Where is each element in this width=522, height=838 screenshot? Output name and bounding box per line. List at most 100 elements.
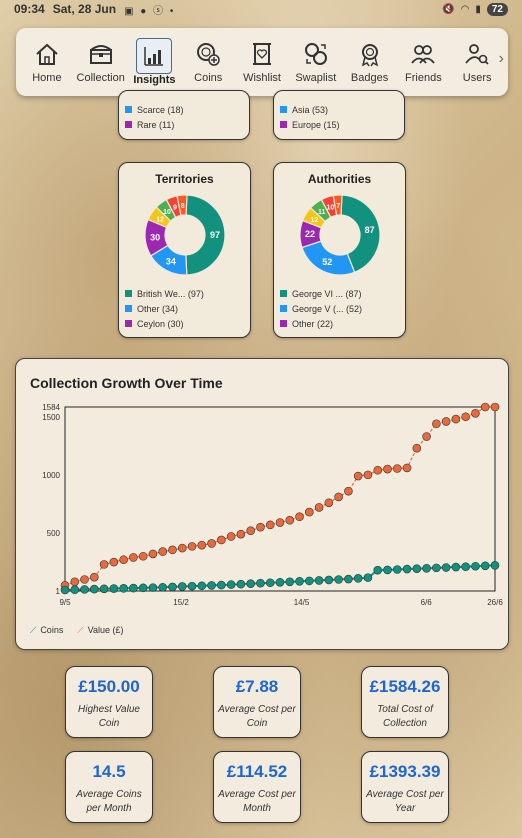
data-point[interactable]	[314, 576, 324, 585]
data-point[interactable]	[246, 579, 255, 588]
donut-slice[interactable]	[332, 194, 343, 216]
data-point[interactable]	[226, 532, 236, 541]
data-point[interactable]	[324, 575, 334, 585]
data-point[interactable]	[344, 486, 353, 496]
data-point[interactable]	[177, 582, 187, 591]
data-point[interactable]	[197, 540, 207, 550]
data-point[interactable]	[256, 578, 265, 588]
data-point[interactable]	[246, 526, 255, 535]
data-point[interactable]	[207, 581, 216, 590]
nav-collection[interactable]: Collection	[74, 32, 128, 92]
data-point[interactable]	[305, 507, 314, 517]
nav-friends[interactable]: Friends	[396, 32, 450, 92]
data-point[interactable]	[334, 575, 343, 584]
data-point[interactable]	[90, 572, 99, 582]
data-point[interactable]	[363, 470, 373, 480]
nav-swaplist[interactable]: Swaplist	[289, 32, 343, 92]
data-point[interactable]	[295, 577, 304, 586]
data-point[interactable]	[226, 580, 236, 589]
authorities-card[interactable]: Authorities 87 52 22 12 11 10 7 George VI ... …	[273, 162, 406, 338]
data-point[interactable]	[314, 503, 324, 512]
data-point[interactable]	[129, 553, 138, 562]
data-point[interactable]	[461, 562, 470, 572]
data-point[interactable]	[217, 535, 226, 545]
data-point[interactable]	[148, 583, 158, 592]
nav-insights[interactable]: Insights	[128, 32, 182, 92]
data-point[interactable]	[471, 408, 480, 418]
data-point[interactable]	[480, 402, 490, 412]
data-point[interactable]	[217, 580, 226, 590]
data-point[interactable]	[138, 583, 148, 593]
territories-card[interactable]: Territories 97 34 30 12 10 9 8 British We... (…	[118, 162, 251, 338]
data-point[interactable]	[402, 463, 412, 473]
data-point[interactable]	[197, 581, 207, 591]
data-point[interactable]	[422, 564, 431, 573]
data-point[interactable]	[90, 584, 99, 594]
legend-item-value[interactable]: ⟋ Value (£)	[77, 625, 124, 635]
data-point[interactable]	[392, 565, 402, 574]
data-point[interactable]	[432, 419, 441, 429]
data-point[interactable]	[412, 564, 422, 573]
data-point[interactable]	[490, 561, 500, 570]
data-point[interactable]	[256, 522, 265, 532]
data-point[interactable]	[451, 562, 461, 572]
data-point[interactable]	[70, 577, 80, 587]
legend-item-coins[interactable]: ⟋ Coins	[30, 625, 64, 635]
data-point[interactable]	[402, 564, 412, 574]
data-point[interactable]	[158, 547, 168, 556]
data-point[interactable]	[295, 512, 304, 522]
chevron-right-icon[interactable]: ›	[498, 50, 504, 67]
data-point[interactable]	[148, 549, 158, 559]
data-point[interactable]	[412, 443, 422, 453]
data-point[interactable]	[119, 555, 128, 565]
donut-slice[interactable]	[340, 194, 381, 274]
data-point[interactable]	[480, 561, 490, 571]
data-point[interactable]	[275, 577, 285, 587]
data-point[interactable]	[373, 565, 383, 575]
data-point[interactable]	[383, 464, 392, 474]
data-point[interactable]	[363, 573, 373, 582]
data-point[interactable]	[109, 557, 119, 567]
data-point[interactable]	[265, 520, 275, 530]
data-point[interactable]	[99, 560, 109, 569]
data-point[interactable]	[187, 542, 197, 551]
data-point[interactable]	[285, 577, 295, 587]
data-point[interactable]	[334, 492, 343, 502]
data-point[interactable]	[432, 563, 441, 573]
donut-slice[interactable]	[176, 194, 188, 217]
data-point[interactable]	[451, 414, 461, 424]
data-point[interactable]	[461, 412, 470, 422]
data-point[interactable]	[168, 545, 177, 555]
nav-badges[interactable]: Badges	[343, 32, 397, 92]
data-point[interactable]	[119, 584, 128, 593]
donut-slice[interactable]	[185, 194, 226, 276]
data-point[interactable]	[373, 465, 383, 475]
nav-users[interactable]: Users	[450, 32, 504, 92]
data-point[interactable]	[236, 579, 246, 589]
data-point[interactable]	[353, 471, 363, 481]
data-point[interactable]	[109, 584, 119, 593]
data-point[interactable]	[344, 574, 353, 584]
data-point[interactable]	[99, 584, 109, 594]
data-point[interactable]	[275, 518, 285, 527]
data-point[interactable]	[305, 576, 314, 586]
data-point[interactable]	[422, 432, 431, 441]
data-point[interactable]	[158, 582, 168, 592]
data-point[interactable]	[471, 561, 480, 571]
data-point[interactable]	[441, 563, 451, 572]
data-point[interactable]	[324, 498, 334, 508]
data-point[interactable]	[490, 402, 500, 412]
nav-coins[interactable]: Coins	[181, 32, 235, 92]
data-point[interactable]	[265, 578, 275, 588]
data-point[interactable]	[207, 539, 216, 548]
data-point[interactable]	[129, 583, 138, 593]
data-point[interactable]	[353, 574, 363, 583]
nav-home[interactable]: Home	[20, 32, 74, 92]
data-point[interactable]	[168, 582, 177, 592]
data-point[interactable]	[383, 565, 392, 575]
data-point[interactable]	[80, 575, 89, 584]
data-point[interactable]	[138, 551, 148, 561]
data-point[interactable]	[236, 529, 246, 539]
data-point[interactable]	[70, 585, 80, 595]
data-point[interactable]	[187, 581, 197, 591]
